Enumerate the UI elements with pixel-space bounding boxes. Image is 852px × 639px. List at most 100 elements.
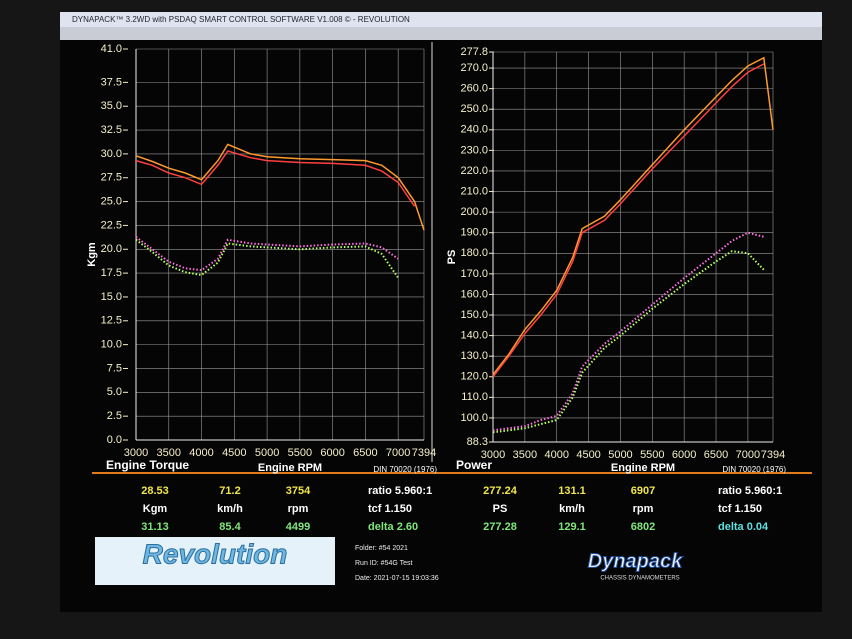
series-line <box>135 150 416 207</box>
x-tick-label: 7000 <box>386 447 410 459</box>
y-tick-label: 260.0 <box>460 83 488 95</box>
logo: Revolution <box>143 538 288 569</box>
y-tick-label: 12.5 <box>101 315 122 327</box>
y-tick-label: 20.0 <box>101 243 122 255</box>
x-tick-label: 6000 <box>320 447 344 459</box>
y-tick-label: 200.0 <box>460 206 488 218</box>
charts: 0.0 2.5 5.0 7.5 10.0 12.5 15.0 17.5 20.0 22.5 25.0… <box>86 43 786 474</box>
readout: 131.1 <box>558 485 586 497</box>
x-tick-label: 4000 <box>189 447 213 459</box>
series-line <box>135 236 399 272</box>
note: DIN 70020 (1976) <box>373 465 437 474</box>
x-tick-label: 7394 <box>412 447 436 459</box>
logo-box <box>95 537 335 585</box>
y-tick-label: 35.0 <box>101 100 122 112</box>
y-tick-label: 240.0 <box>460 124 488 136</box>
readout: delta 0.04 <box>718 521 769 533</box>
y-tick-label: 277.8 <box>460 46 488 58</box>
readout: delta 2.60 <box>368 521 418 533</box>
y-tick-label: 160.0 <box>460 288 488 300</box>
title-bar <box>60 12 822 27</box>
readout: tcf 1.150 <box>368 503 412 515</box>
readout: ratio 5.960:1 <box>368 485 432 497</box>
x-tick-label: 7394 <box>761 449 785 461</box>
brand-sub: CHASSIS DYNAMOMETERS <box>600 576 679 582</box>
readout: 71.2 <box>219 485 240 497</box>
y-tick-label: 220.0 <box>460 165 488 177</box>
y-tick-label: 0.0 <box>107 434 122 446</box>
y-tick-label: 180.0 <box>460 247 488 259</box>
readout: 6907 <box>631 485 655 497</box>
readout: 85.4 <box>219 521 241 533</box>
series-line <box>492 63 765 378</box>
y-tick-label: 88.3 <box>467 436 488 448</box>
y-tick-label: 7.5 <box>107 362 122 374</box>
x-tick-label: 4000 <box>544 449 568 461</box>
x-tick-label: 5000 <box>255 447 279 459</box>
readout: km/h <box>559 503 585 515</box>
x-tick-label: 6500 <box>353 447 377 459</box>
display <box>60 12 822 612</box>
readout: Kgm <box>143 503 168 515</box>
readout: 3754 <box>286 485 311 497</box>
y-tick-label: 110.0 <box>461 391 488 403</box>
run-id: Run ID: #54G Test <box>355 560 413 567</box>
y-tick-label: 10.0 <box>101 339 122 351</box>
x-tick-label: 3500 <box>513 449 537 461</box>
y-tick-label: 140.0 <box>460 330 488 342</box>
readout: 129.1 <box>558 521 586 533</box>
x-tick-label: 5000 <box>608 449 632 461</box>
y-tick-label: 22.5 <box>101 219 122 231</box>
x-tick-label: 3000 <box>124 447 148 459</box>
x-tick-label: 5500 <box>640 449 664 461</box>
y-tick-label: 190.0 <box>460 227 488 239</box>
series-line <box>135 143 425 231</box>
y-axis-label: PS <box>446 250 458 265</box>
y-tick-label: 27.5 <box>101 172 122 184</box>
y-tick-label: 270.0 <box>460 62 488 74</box>
y-tick-label: 41.0 <box>101 43 122 55</box>
x-tick-label: 3500 <box>157 447 181 459</box>
y-tick-label: 100.0 <box>460 412 488 424</box>
readout: 277.24 <box>483 485 518 497</box>
readout: rpm <box>288 503 309 515</box>
x-tick-label: 5500 <box>288 447 312 459</box>
readout: tcf 1.150 <box>718 503 762 515</box>
y-tick-label: 210.0 <box>460 185 488 197</box>
x-tick-label: 7000 <box>736 449 760 461</box>
readout: rpm <box>633 503 654 515</box>
readout: 6802 <box>631 521 655 533</box>
menu-bar[interactable] <box>60 27 822 40</box>
readout: 4499 <box>286 521 310 533</box>
folder: Folder: #54 2021 <box>355 545 408 552</box>
readout: PS <box>493 503 508 515</box>
y-tick-label: 230.0 <box>460 144 488 156</box>
date: Date: 2021-07-15 19:03:36 <box>355 575 439 582</box>
y-tick-label: 25.0 <box>101 195 122 207</box>
y-tick-label: 150.0 <box>460 309 488 321</box>
x-tick-label: 4500 <box>576 449 600 461</box>
readouts: 28.53 71.2 3754 ratio 5.960:1 Kgm km/h rpm tcf … <box>141 485 782 533</box>
readout: 277.28 <box>483 521 517 533</box>
chart-title: Power <box>456 458 492 472</box>
chart-title: Engine Torque <box>106 458 189 472</box>
y-tick-label: 130.0 <box>460 350 488 362</box>
y-tick-label: 15.0 <box>101 291 122 303</box>
readout: ratio 5.960:1 <box>718 485 782 497</box>
x-tick-label: 4500 <box>222 447 246 459</box>
series-line <box>492 56 774 376</box>
x-tick-label: 6500 <box>704 449 728 461</box>
y-tick-label: 170.0 <box>460 268 488 280</box>
y-tick-label: 32.5 <box>101 124 122 136</box>
y-axis-label: Kgm <box>86 242 98 267</box>
series-line <box>135 238 400 279</box>
y-tick-label: 5.0 <box>107 386 122 398</box>
x-axis-label: Engine RPM <box>258 462 322 474</box>
y-tick-label: 250.0 <box>460 103 488 115</box>
note: DIN 70020 (1976) <box>722 465 786 474</box>
readout: 31.13 <box>141 521 169 533</box>
y-tick-label: 30.0 <box>101 148 122 160</box>
readout: km/h <box>217 503 243 515</box>
